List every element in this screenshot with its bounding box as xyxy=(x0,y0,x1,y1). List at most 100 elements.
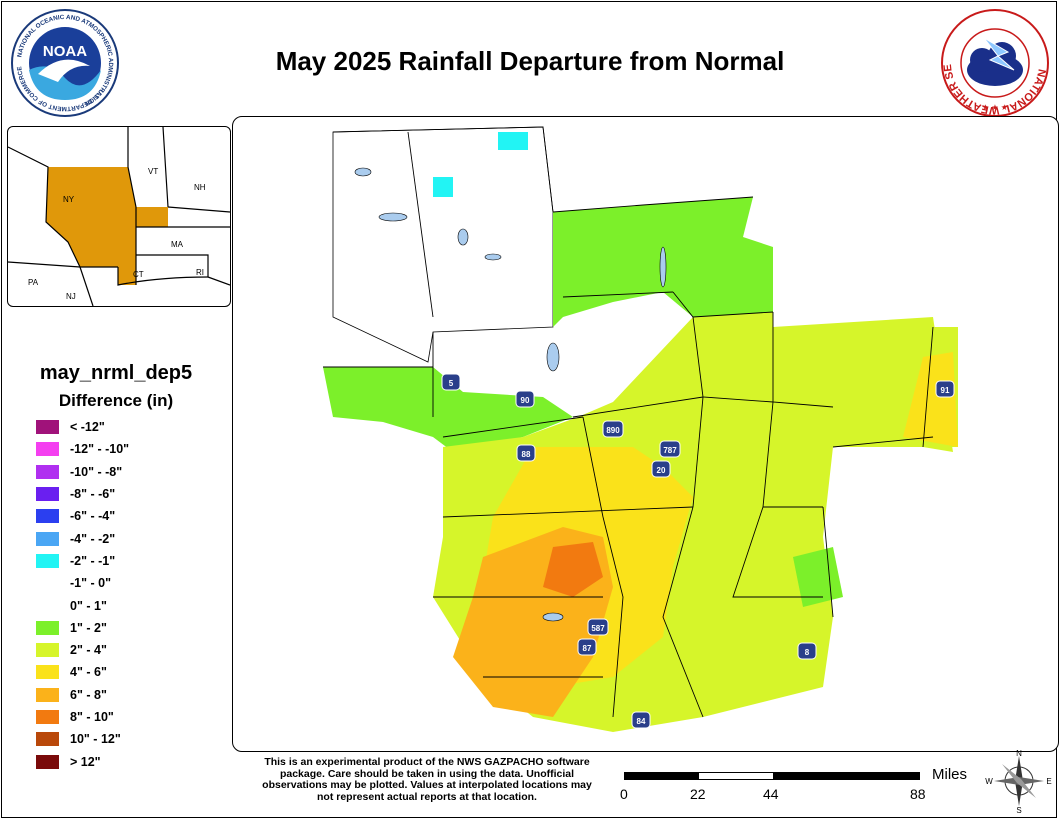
deficit-patches xyxy=(433,132,528,197)
legend-swatch xyxy=(36,598,59,613)
legend-label: -1" - 0" xyxy=(70,576,112,591)
inset-label-vt: VT xyxy=(148,167,158,176)
inset-label-nh: NH xyxy=(194,183,206,192)
legend-row: 2" - 4" xyxy=(36,639,129,661)
compass-w: W xyxy=(985,777,993,786)
scale-tick-label: 0 xyxy=(620,786,628,802)
legend-label: 4" - 6" xyxy=(70,665,107,680)
legend-row: > 12" xyxy=(36,750,129,772)
legend-swatch xyxy=(36,464,59,479)
legend-label: -12" - -10" xyxy=(70,442,130,457)
lakes xyxy=(354,167,667,622)
legend-swatch xyxy=(36,553,59,568)
rainfall-map-svg: 5 90 890 88 787 20 91 587 87 84 8 xyxy=(323,126,958,732)
inset-label-ma: MA xyxy=(171,240,184,249)
main-map: 5 90 890 88 787 20 91 587 87 84 8 xyxy=(232,116,1059,752)
legend-row: -6" - -4" xyxy=(36,505,129,527)
legend-subtitle: Difference (in) xyxy=(58,391,174,410)
legend-label: 2" - 4" xyxy=(70,643,107,658)
svg-text:5: 5 xyxy=(449,379,454,388)
legend-swatch xyxy=(36,710,59,724)
legend-row: < -12" xyxy=(36,416,129,438)
svg-text:8: 8 xyxy=(805,648,810,657)
legend-swatch xyxy=(36,442,59,457)
legend-label: < -12" xyxy=(70,420,105,435)
inset-label-ri: RI xyxy=(196,268,204,277)
legend-label: 10" - 12" xyxy=(70,732,121,747)
legend-title: may_nrml_dep5 xyxy=(39,362,193,384)
highway-shield-5: 5 xyxy=(441,373,461,391)
svg-text:87: 87 xyxy=(583,644,592,653)
legend-swatch xyxy=(36,732,59,747)
highway-shield-890: 890 xyxy=(602,420,624,438)
svg-text:787: 787 xyxy=(663,446,677,455)
region-yellow-east-patch xyxy=(903,352,958,447)
compass-e: E xyxy=(1046,777,1051,786)
page-title: May 2025 Rainfall Departure from Normal xyxy=(275,46,785,76)
legend-label: 0" - 1" xyxy=(70,598,107,613)
scale-tick-label: 44 xyxy=(763,786,779,802)
compass-n: N xyxy=(1016,749,1022,758)
highway-shield-787: 787 xyxy=(659,440,681,458)
legend-swatch xyxy=(36,487,59,502)
highway-shield-90: 90 xyxy=(515,390,535,408)
svg-text:90: 90 xyxy=(521,396,530,405)
highway-shield-84: 84 xyxy=(631,711,651,729)
legend-swatch xyxy=(36,576,59,591)
legend-label: -10" - -8" xyxy=(70,464,123,479)
legend: < -12" -12" - -10" -10" - -8" -8" - -6" … xyxy=(36,416,129,773)
svg-text:890: 890 xyxy=(606,426,620,435)
svg-text:20: 20 xyxy=(657,466,666,475)
inset-label-ny: NY xyxy=(63,195,75,204)
legend-row: 1" - 2" xyxy=(36,617,129,639)
nws-logo: NATIONAL WEATHER SERVICE ★ ★ ★ xyxy=(940,8,1049,117)
legend-row: -10" - -8" xyxy=(36,461,129,483)
highway-shield-20: 20 xyxy=(651,460,671,478)
svg-text:88: 88 xyxy=(522,450,531,459)
legend-swatch xyxy=(36,420,59,435)
scale-unit-label: Miles xyxy=(932,766,968,783)
legend-swatch xyxy=(36,665,59,680)
highway-shield-587: 587 xyxy=(587,618,609,636)
legend-row: -12" - -10" xyxy=(36,438,129,460)
inset-label-ct: CT xyxy=(133,270,144,279)
legend-swatch xyxy=(36,754,59,769)
legend-swatch xyxy=(36,531,59,546)
svg-text:587: 587 xyxy=(591,624,605,633)
disclaimer-text: This is an experimental product of the N… xyxy=(262,756,592,803)
legend-row: 6" - 8" xyxy=(36,684,129,706)
legend-swatch xyxy=(36,620,59,635)
inset-map-svg: NY VT NH MA CT RI PA NJ xyxy=(8,127,230,306)
highway-shield-87: 87 xyxy=(577,638,597,656)
region-darkorange-patch xyxy=(543,542,603,597)
legend-label: -2" - -1" xyxy=(70,553,116,568)
county-boundaries xyxy=(323,126,934,718)
legend-row: 0" - 1" xyxy=(36,594,129,616)
legend-label: 1" - 2" xyxy=(70,620,107,635)
svg-text:91: 91 xyxy=(941,386,950,395)
legend-row: -1" - 0" xyxy=(36,572,129,594)
legend-label: -8" - -6" xyxy=(70,487,116,502)
compass-s: S xyxy=(1016,806,1021,814)
rainfall-fill-layer xyxy=(323,126,958,732)
legend-label: 8" - 10" xyxy=(70,710,114,724)
legend-row: -4" - -2" xyxy=(36,527,129,549)
highway-shield-8: 8 xyxy=(797,642,817,660)
inset-map: NY VT NH MA CT RI PA NJ xyxy=(7,126,231,307)
noaa-logo: NOAA NATIONAL OCEANIC AND ATMOSPHERIC AD… xyxy=(11,9,119,117)
legend-row: -8" - -6" xyxy=(36,483,129,505)
legend-swatch xyxy=(36,687,59,702)
scale-tick-label: 22 xyxy=(690,786,706,802)
scale-bar xyxy=(624,772,920,780)
highway-shield-88: 88 xyxy=(516,444,536,462)
legend-swatch xyxy=(36,509,59,524)
legend-row: 8" - 10" xyxy=(36,706,129,728)
legend-swatch xyxy=(36,643,59,658)
legend-label: -6" - -4" xyxy=(70,509,116,524)
region-green-west xyxy=(323,367,573,452)
highway-shields: 5 90 890 88 787 20 91 587 87 84 8 xyxy=(441,373,955,729)
legend-row: 4" - 6" xyxy=(36,661,129,683)
legend-label: > 12" xyxy=(70,754,101,769)
highway-shield-91: 91 xyxy=(935,380,955,398)
legend-row: -2" - -1" xyxy=(36,550,129,572)
